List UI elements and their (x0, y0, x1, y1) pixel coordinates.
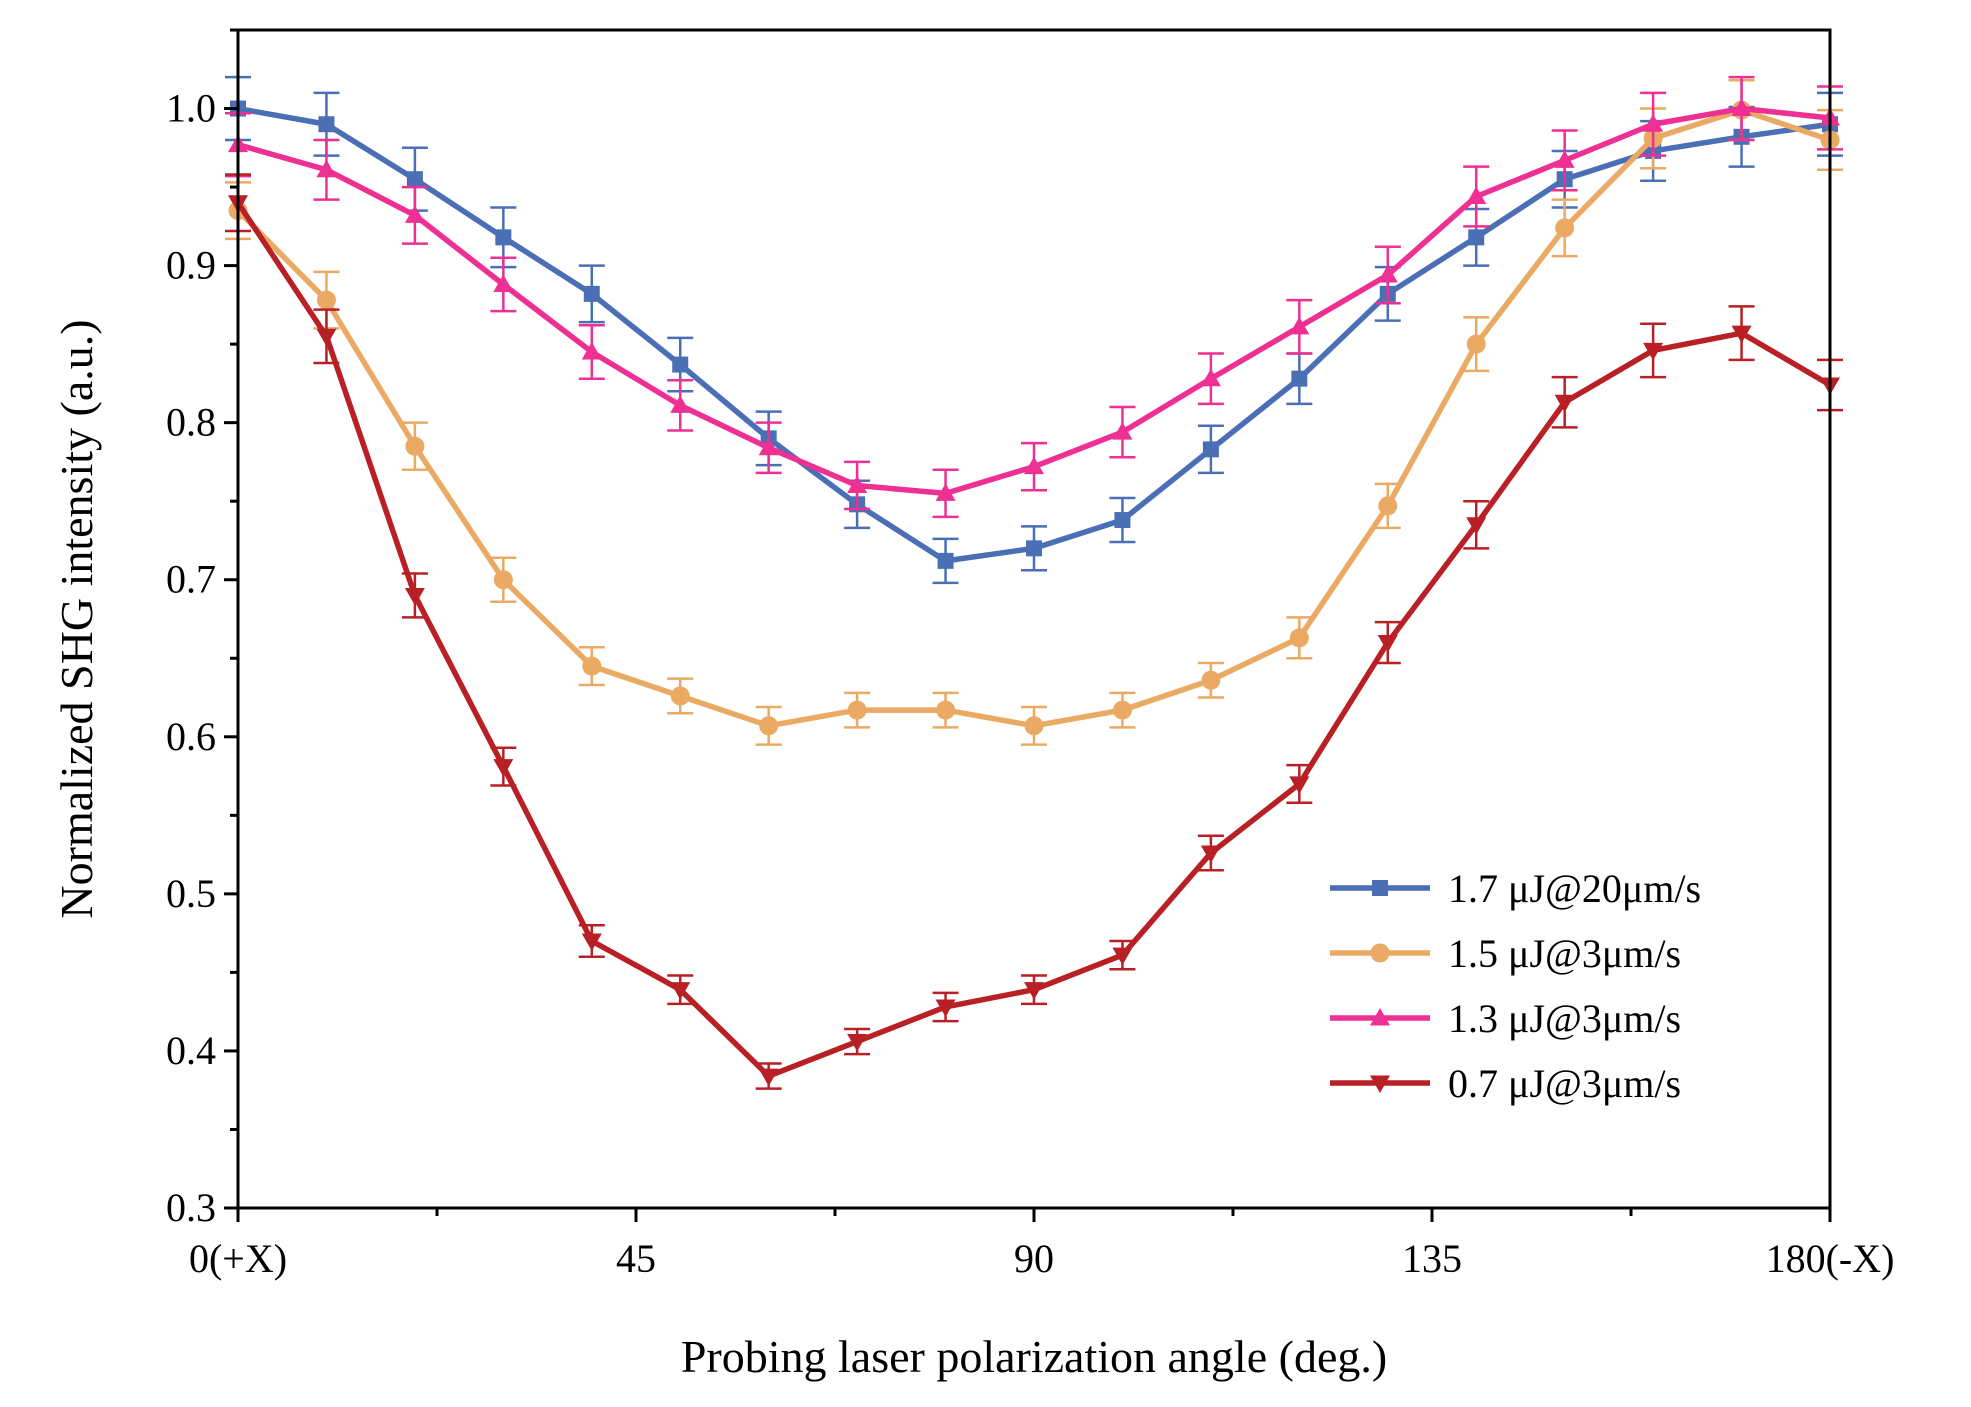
data-point (1024, 716, 1044, 736)
data-point (1643, 342, 1664, 361)
data-point (1377, 635, 1398, 653)
y-tick-label: 0.5 (166, 871, 216, 916)
legend-label: 1.3 μJ@3μm/s (1448, 996, 1681, 1041)
y-tick-label: 0.4 (166, 1028, 216, 1073)
series-line (237, 105, 1831, 497)
data-point (935, 999, 956, 1017)
x-axis-title: Probing laser polarization angle (deg.) (681, 1331, 1387, 1382)
data-point (1112, 700, 1132, 720)
legend-swatch-marker (1370, 1008, 1390, 1026)
data-point (316, 290, 336, 310)
data-point (847, 1034, 868, 1052)
y-tick-label: 0.9 (166, 243, 216, 288)
y-tick-label: 0.7 (166, 557, 216, 602)
series-line (236, 107, 1831, 729)
legend: 1.7 μJ@20μm/s 1.5 μJ@3μm/s 1.3 μJ@3μm/s 0.7… (1330, 866, 1701, 1106)
data-point (847, 700, 867, 720)
legend-swatch-marker (1370, 943, 1390, 963)
data-point (581, 933, 602, 951)
data-point (672, 356, 689, 373)
data-point (1289, 776, 1310, 794)
data-point (1378, 496, 1398, 516)
data-point (406, 171, 423, 188)
data-point (1200, 368, 1221, 387)
series-1 (225, 75, 1843, 585)
data-point (1201, 670, 1221, 690)
data-point (1289, 628, 1309, 648)
data-point (1554, 150, 1575, 168)
data-point (1289, 316, 1310, 335)
data-point (581, 341, 602, 360)
data-point (318, 116, 335, 133)
data-point (1024, 456, 1044, 475)
series-3 (225, 75, 1843, 519)
data-point (1466, 517, 1487, 535)
data-point (493, 570, 513, 590)
legend-item: 0.7 μJ@3μm/s (1330, 1061, 1681, 1106)
data-point (936, 700, 956, 720)
data-point (935, 483, 956, 501)
data-point (404, 587, 425, 606)
data-point (582, 656, 602, 676)
data-point (758, 1068, 779, 1087)
legend-swatch-marker (1370, 1075, 1390, 1093)
legend-item: 1.7 μJ@20μm/s (1330, 866, 1701, 911)
data-point (1291, 370, 1308, 387)
data-point (1555, 218, 1575, 238)
data-point (847, 475, 868, 493)
data-point (1731, 98, 1752, 117)
y-tick-label: 0.6 (166, 714, 216, 759)
legend-label: 1.5 μJ@3μm/s (1448, 931, 1681, 976)
data-point (670, 395, 691, 413)
series-line (237, 105, 1831, 564)
data-point (1112, 422, 1133, 440)
data-point (1377, 265, 1398, 283)
data-point (1202, 441, 1219, 458)
x-tick-label: 45 (616, 1236, 656, 1281)
data-point (1466, 186, 1487, 204)
data-point (937, 552, 954, 569)
y-axis-title: Normalized SHG intensity (a.u.) (51, 319, 102, 918)
data-point (1468, 229, 1485, 246)
data-point (404, 205, 425, 223)
legend-label: 0.7 μJ@3μm/s (1448, 1061, 1681, 1106)
legend-item: 1.3 μJ@3μm/s (1330, 996, 1681, 1041)
legend-label: 1.7 μJ@20μm/s (1448, 866, 1701, 911)
x-tick-label: 135 (1402, 1236, 1462, 1281)
data-point (1114, 512, 1131, 529)
x-tick-label: 0(+X) (189, 1236, 287, 1281)
data-point (670, 686, 690, 706)
y-tick-label: 1.0 (166, 86, 216, 131)
data-point (583, 285, 600, 302)
data-point (1554, 394, 1575, 413)
data-point (495, 229, 512, 246)
data-point (316, 159, 337, 178)
data-point (1026, 540, 1042, 557)
data-point (1466, 334, 1486, 354)
data-point (316, 328, 337, 347)
x-tick-label: 180(-X) (1766, 1236, 1895, 1281)
data-point (1200, 845, 1221, 864)
data-point (493, 274, 514, 292)
legend-item: 1.5 μJ@3μm/s (1330, 931, 1681, 976)
x-tick-label: 90 (1014, 1236, 1054, 1281)
y-tick-label: 0.3 (166, 1185, 216, 1230)
legend-swatch-marker (1372, 880, 1388, 896)
data-point (758, 437, 779, 456)
data-point (493, 759, 514, 777)
data-point (1024, 982, 1044, 1000)
axis-layer: 0(+X) 45 90 135 180(-X) 0.3 0.4 0.5 0.6 0.7 0.8 0.9… (166, 28, 1895, 1281)
data-point (1643, 114, 1664, 132)
data-point (670, 982, 691, 1000)
data-point (405, 436, 425, 456)
data-point (1112, 947, 1133, 966)
y-tick-label: 0.8 (166, 400, 216, 445)
data-point (1731, 325, 1752, 344)
data-point (759, 716, 779, 736)
series-2 (225, 79, 1843, 746)
